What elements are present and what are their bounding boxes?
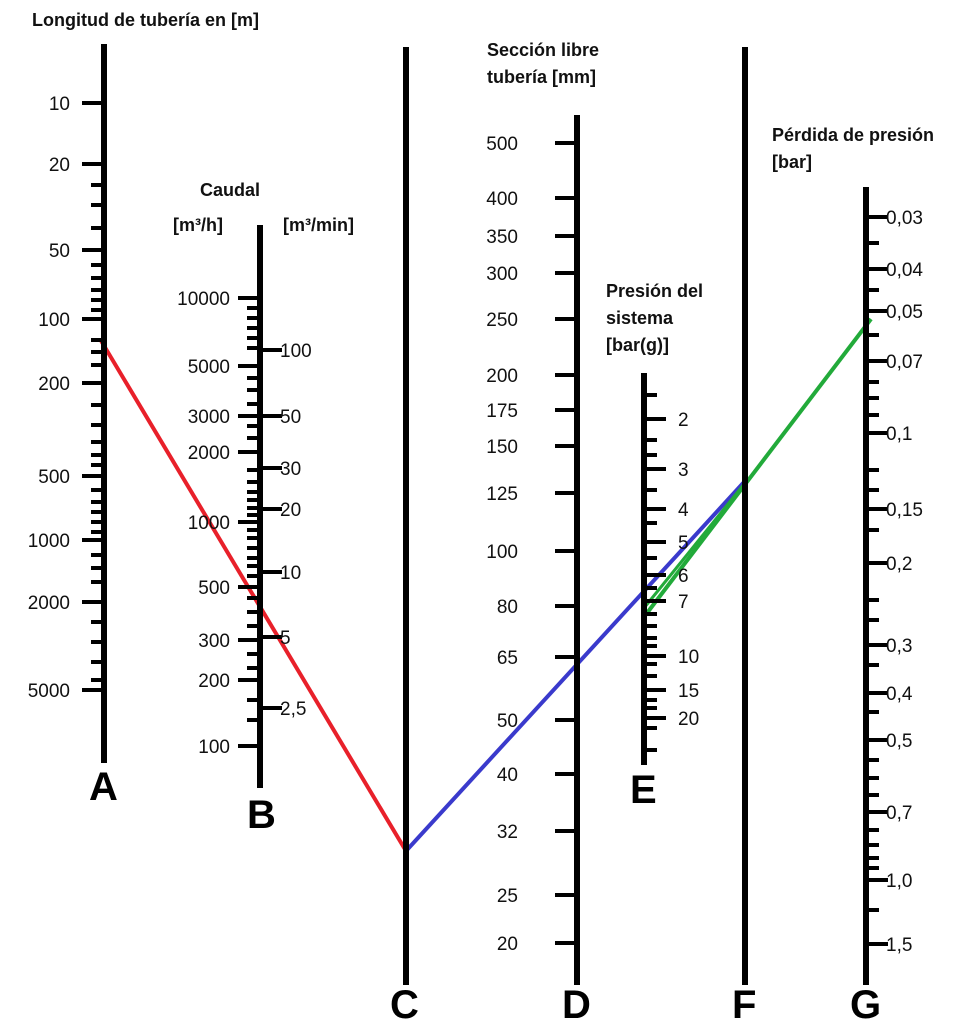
scale-label-D: 40 (497, 765, 518, 786)
scale-label-E: 6 (678, 566, 689, 587)
scale-label-G: 0,1 (886, 424, 912, 445)
axis-c-letter: C (390, 983, 419, 1023)
scale-label-D: 300 (486, 264, 518, 285)
axis-b-letter: B (247, 793, 276, 837)
scale-label-A: 200 (38, 374, 70, 395)
scale-label-D: 65 (497, 648, 518, 669)
scale-label-B_left: 300 (198, 631, 230, 652)
scale-ticks: 1020501002005001000200050001000050003000… (28, 94, 924, 956)
scale-label-G: 1,0 (886, 871, 912, 892)
axis-b-left-unit: [m³/h] (173, 215, 223, 235)
axis-b-right-unit: [m³/min] (283, 215, 354, 235)
scale-label-B_left: 5000 (188, 357, 230, 378)
scale-label-E: 10 (678, 647, 699, 668)
scale-label-B_left: 100 (198, 737, 230, 758)
axis-f-letter: F (732, 983, 756, 1023)
scale-label-D: 20 (497, 934, 518, 955)
scale-label-E: 20 (678, 709, 699, 730)
scale-label-A: 1000 (28, 531, 70, 552)
scale-label-D: 400 (486, 189, 518, 210)
scale-label-A: 2000 (28, 593, 70, 614)
scale-label-G: 0,03 (886, 208, 923, 229)
scale-label-E: 4 (678, 500, 689, 521)
axis-a-heading: Longitud de tubería en [m] (32, 10, 259, 30)
axis-a-letter: A (89, 765, 118, 809)
scale-label-D: 125 (486, 484, 518, 505)
scale-label-B_left: 3000 (188, 407, 230, 428)
scale-label-B_right: 50 (280, 407, 301, 428)
scale-label-D: 80 (497, 597, 518, 618)
scale-label-G: 0,4 (886, 684, 913, 705)
scale-label-A: 100 (38, 310, 70, 331)
scale-label-G: 1,5 (886, 935, 912, 956)
scale-label-A: 50 (49, 241, 70, 262)
scale-label-B_left: 200 (198, 671, 230, 692)
scale-label-G: 0,2 (886, 554, 912, 575)
scale-label-A: 10 (49, 94, 70, 115)
scale-label-G: 0,7 (886, 803, 912, 824)
scale-label-B_right: 10 (280, 563, 301, 584)
axis-d-letter: D (562, 983, 591, 1023)
axis-d-heading: Sección libre tubería [mm] (487, 40, 604, 87)
scale-label-D: 150 (486, 437, 518, 458)
scale-label-D: 175 (486, 401, 518, 422)
scale-label-B_right: 2,5 (280, 699, 306, 720)
scale-label-D: 200 (486, 366, 518, 387)
axis-e-letter: E (630, 768, 657, 812)
scale-label-G: 0,3 (886, 636, 912, 657)
scale-label-G: 0,04 (886, 260, 923, 281)
scale-label-E: 15 (678, 681, 699, 702)
scale-label-E: 3 (678, 460, 689, 481)
scale-label-A: 500 (38, 467, 70, 488)
axis-g-heading: Pérdida de presión [bar] (772, 125, 939, 172)
axis-g-letter: G (850, 983, 881, 1023)
scale-label-G: 0,07 (886, 352, 923, 373)
scale-label-D: 500 (486, 134, 518, 155)
scale-label-A: 20 (49, 155, 70, 176)
scale-label-B_right: 30 (280, 459, 301, 480)
scale-label-E: 2 (678, 410, 689, 431)
scale-label-B_right: 20 (280, 500, 301, 521)
scale-label-D: 250 (486, 310, 518, 331)
scale-label-A: 5000 (28, 681, 70, 702)
scale-label-G: 0,05 (886, 302, 923, 323)
scale-label-B_right: 100 (280, 341, 312, 362)
scale-label-E: 5 (678, 533, 689, 554)
scale-label-D: 25 (497, 886, 518, 907)
scale-label-B_left: 10000 (177, 289, 230, 310)
scale-label-E: 7 (678, 592, 689, 613)
scale-label-D: 350 (486, 227, 518, 248)
scale-label-G: 0,15 (886, 500, 923, 521)
scale-label-B_right: 5 (280, 628, 291, 649)
scale-label-D: 32 (497, 822, 518, 843)
scale-label-B_left: 500 (198, 578, 230, 599)
green-example-line (642, 317, 873, 619)
green-example-line-2 (642, 482, 747, 609)
axis-e-heading: Presión del sistema [bar(g)] (606, 281, 708, 355)
axis-b-heading: Caudal (200, 180, 260, 200)
scale-label-G: 0,5 (886, 731, 912, 752)
scale-label-D: 100 (486, 542, 518, 563)
scale-label-B_left: 1000 (188, 513, 230, 534)
scale-label-B_left: 2000 (188, 443, 230, 464)
red-example-line (98, 337, 408, 853)
scale-label-D: 50 (497, 711, 518, 732)
